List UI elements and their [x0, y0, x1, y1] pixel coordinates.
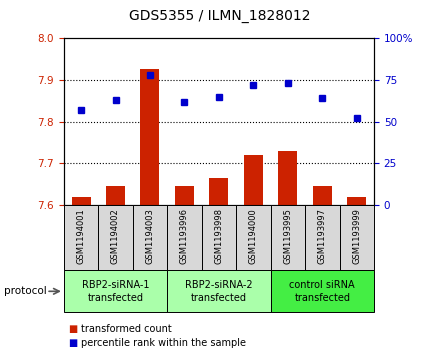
Bar: [167, 270, 271, 312]
Bar: [106, 186, 125, 205]
Text: GSM1194003: GSM1194003: [146, 208, 154, 264]
Text: transformed count: transformed count: [81, 323, 172, 334]
Bar: [72, 197, 91, 205]
Text: GSM1193999: GSM1193999: [352, 208, 361, 264]
Bar: [244, 155, 263, 205]
Text: GSM1193998: GSM1193998: [214, 208, 224, 265]
Bar: [140, 69, 159, 205]
Text: RBP2-siRNA-2
transfected: RBP2-siRNA-2 transfected: [185, 280, 253, 302]
Text: RBP2-siRNA-1
transfected: RBP2-siRNA-1 transfected: [82, 280, 149, 302]
Bar: [340, 205, 374, 270]
Text: GSM1194001: GSM1194001: [77, 209, 85, 264]
Text: ■: ■: [68, 338, 77, 348]
Bar: [271, 205, 305, 270]
Bar: [279, 151, 297, 205]
Text: GDS5355 / ILMN_1828012: GDS5355 / ILMN_1828012: [129, 9, 311, 23]
Bar: [305, 205, 340, 270]
Text: GSM1193997: GSM1193997: [318, 208, 327, 265]
Bar: [98, 205, 133, 270]
Bar: [209, 178, 228, 205]
Bar: [175, 186, 194, 205]
Text: GSM1193996: GSM1193996: [180, 208, 189, 265]
Bar: [64, 270, 167, 312]
Text: GSM1194002: GSM1194002: [111, 209, 120, 264]
Text: ■: ■: [68, 323, 77, 334]
Bar: [313, 186, 332, 205]
Text: GSM1193995: GSM1193995: [283, 208, 292, 264]
Text: GSM1194000: GSM1194000: [249, 209, 258, 264]
Bar: [347, 197, 366, 205]
Bar: [202, 205, 236, 270]
Bar: [271, 270, 374, 312]
Bar: [133, 205, 167, 270]
Text: control siRNA
transfected: control siRNA transfected: [290, 280, 355, 302]
Bar: [236, 205, 271, 270]
Bar: [167, 205, 202, 270]
Text: percentile rank within the sample: percentile rank within the sample: [81, 338, 246, 348]
Text: protocol: protocol: [4, 286, 47, 296]
Bar: [64, 205, 98, 270]
